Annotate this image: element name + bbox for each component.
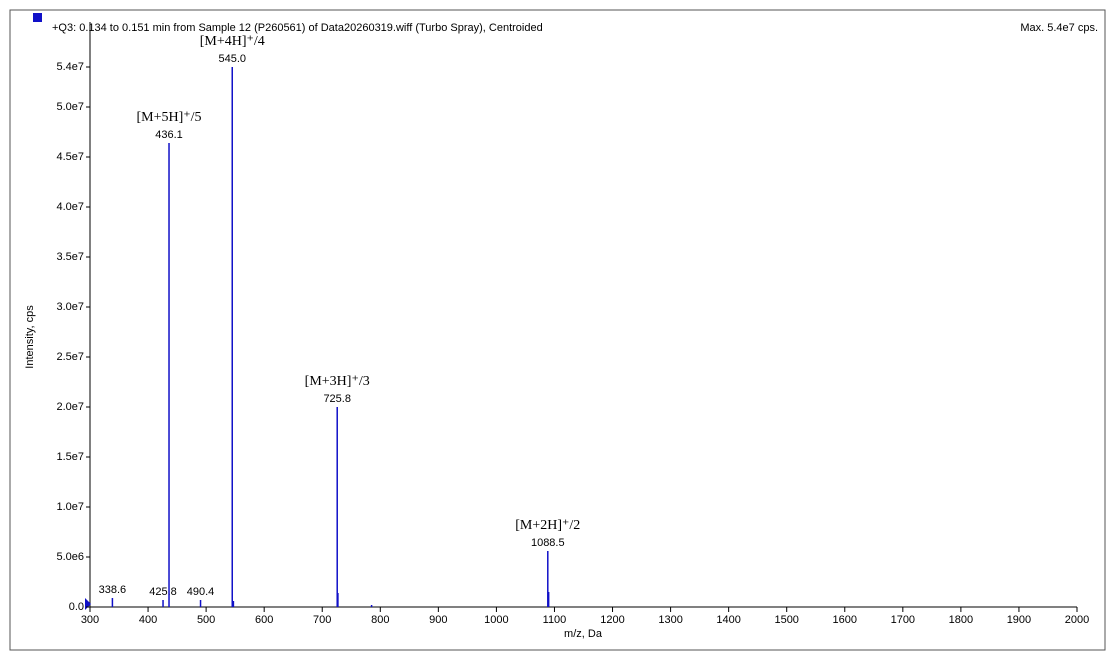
chart-subtitle: Max. 5.4e7 cps. bbox=[1020, 22, 1098, 34]
peak-label: 425.8 bbox=[149, 586, 177, 598]
peak-label: 338.6 bbox=[99, 584, 127, 596]
y-tick-label: 5.0e6 bbox=[56, 551, 84, 563]
peak-annotation: [M+2H]⁺/2 bbox=[515, 518, 580, 533]
x-tick-label: 1400 bbox=[716, 614, 740, 626]
x-tick-label: 2000 bbox=[1065, 614, 1089, 626]
x-tick-label: 1300 bbox=[658, 614, 682, 626]
y-axis-label: Intensity, cps bbox=[24, 305, 36, 369]
y-tick-label: 5.0e7 bbox=[56, 101, 84, 113]
peak-annotation: [M+4H]⁺/4 bbox=[200, 34, 265, 49]
y-tick-label: 2.5e7 bbox=[56, 351, 84, 363]
y-tick-label: 3.0e7 bbox=[56, 301, 84, 313]
x-tick-label: 1500 bbox=[774, 614, 798, 626]
x-tick-label: 900 bbox=[429, 614, 447, 626]
y-tick-label: 5.4e7 bbox=[56, 61, 84, 73]
y-tick-label: 2.0e7 bbox=[56, 401, 84, 413]
peak-label: 1088.5 bbox=[531, 537, 565, 549]
x-tick-label: 1700 bbox=[891, 614, 915, 626]
x-tick-label: 300 bbox=[81, 614, 99, 626]
y-tick-label: 4.5e7 bbox=[56, 151, 84, 163]
x-tick-label: 1600 bbox=[833, 614, 857, 626]
x-tick-label: 1900 bbox=[1007, 614, 1031, 626]
peak-label: 490.4 bbox=[187, 586, 215, 598]
y-tick-label: 1.0e7 bbox=[56, 501, 84, 513]
frame bbox=[9, 9, 1106, 651]
x-tick-label: 600 bbox=[255, 614, 273, 626]
x-axis-label: m/z, Da bbox=[564, 628, 603, 640]
peak-label: 436.1 bbox=[155, 129, 183, 141]
x-tick-label: 1100 bbox=[543, 614, 567, 626]
x-tick-label: 500 bbox=[197, 614, 215, 626]
legend-marker bbox=[33, 13, 42, 22]
peak-annotation: [M+5H]⁺/5 bbox=[136, 110, 201, 125]
y-tick-label: 3.5e7 bbox=[56, 251, 84, 263]
x-tick-label: 700 bbox=[313, 614, 331, 626]
peak-label: 725.8 bbox=[323, 393, 351, 405]
x-tick-label: 800 bbox=[371, 614, 389, 626]
y-tick-label: 4.0e7 bbox=[56, 201, 84, 213]
peak-annotation: [M+3H]⁺/3 bbox=[305, 374, 370, 389]
x-tick-label: 400 bbox=[139, 614, 157, 626]
x-tick-label: 1000 bbox=[484, 614, 508, 626]
y-tick-label: 1.5e7 bbox=[56, 451, 84, 463]
peak-label: 545.0 bbox=[218, 53, 246, 65]
y-tick-label: 0.0 bbox=[69, 601, 84, 613]
x-tick-label: 1800 bbox=[949, 614, 973, 626]
x-tick-label: 1200 bbox=[600, 614, 624, 626]
chart-title: +Q3: 0.134 to 0.151 min from Sample 12 (… bbox=[52, 22, 543, 34]
